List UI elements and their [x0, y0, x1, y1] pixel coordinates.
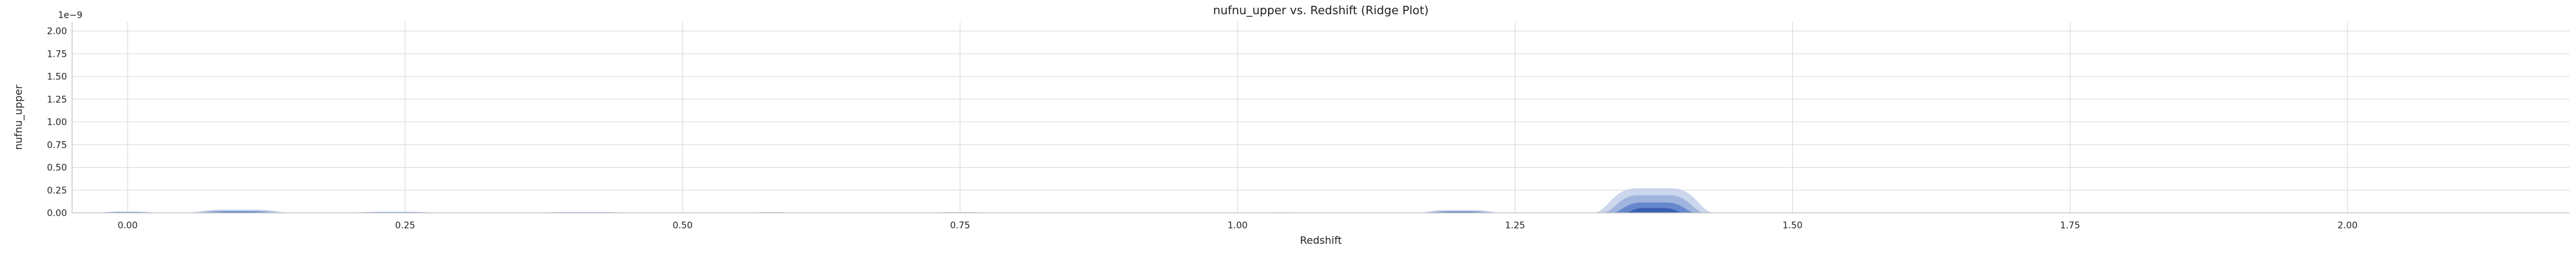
x-tick-label-4: 1.00 — [1227, 221, 1247, 231]
y-tick-label-8: 2.00 — [47, 26, 67, 37]
y-tick-label-3: 0.75 — [47, 140, 67, 150]
grid-lines — [72, 22, 2570, 213]
x-ticks: 0.00 0.25 0.50 0.75 1.00 1.25 1.50 1.75 2.00 — [118, 221, 2358, 231]
y-tick-label-0: 0.00 — [47, 208, 67, 219]
x-tick-label-7: 1.75 — [2060, 221, 2080, 231]
x-tick-label-0: 0.00 — [118, 221, 138, 231]
y-axis-label: nufnu_upper — [12, 84, 25, 150]
chart-title: nufnu_upper vs. Redshift (Ridge Plot) — [1213, 4, 1429, 17]
x-axis-label: Redshift — [1300, 234, 1342, 246]
x-tick-label-2: 0.50 — [672, 221, 692, 231]
y-tick-label-5: 1.25 — [47, 95, 67, 105]
density-layer — [94, 188, 1715, 213]
x-tick-label-1: 0.25 — [395, 221, 415, 231]
axes — [71, 22, 2570, 213]
x-tick-label-5: 1.25 — [1505, 221, 1525, 231]
y-tick-label-2: 0.50 — [47, 163, 67, 174]
x-tick-label-8: 2.00 — [2338, 221, 2358, 231]
y-ticks: 0.00 0.25 0.50 0.75 1.00 1.25 1.50 1.75 2.00 — [47, 26, 67, 219]
y-tick-label-7: 1.75 — [47, 49, 67, 59]
density-region-8-layer-2 — [1611, 203, 1697, 213]
density-region-8-layer-3 — [1623, 208, 1685, 213]
x-tick-label-6: 1.50 — [1783, 221, 1803, 231]
y-tick-label-6: 1.50 — [47, 72, 67, 83]
x-tick-label-3: 0.75 — [950, 221, 970, 231]
y-axis-offset-label: 1e−9 — [58, 10, 82, 21]
y-tick-label-1: 0.25 — [47, 186, 67, 196]
y-tick-label-4: 1.00 — [47, 117, 67, 128]
